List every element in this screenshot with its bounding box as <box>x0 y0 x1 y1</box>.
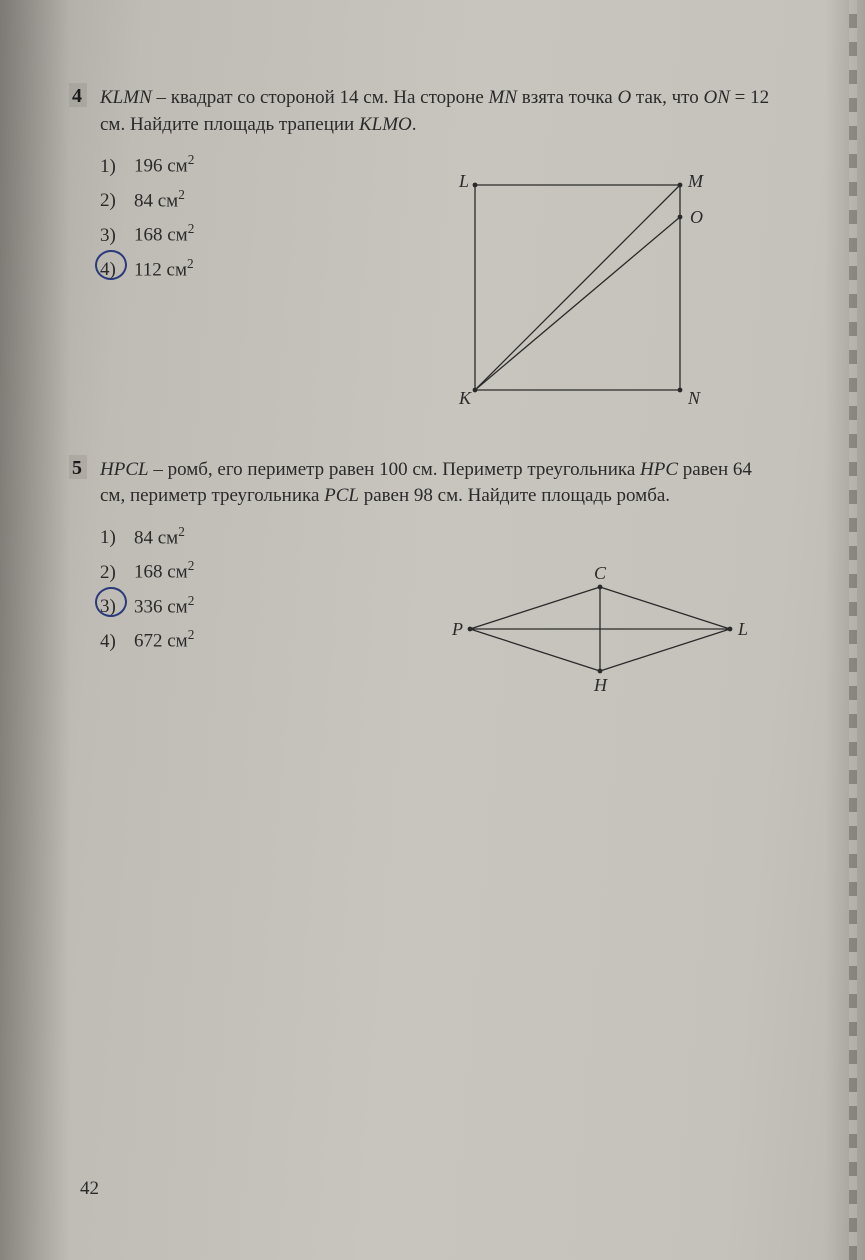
text-pcl: PCL <box>324 485 359 506</box>
text-hpc: HPC <box>640 459 678 480</box>
t: . <box>412 114 417 135</box>
t: – ромб, его периметр равен 100 см. Перим… <box>149 459 640 480</box>
text-klmn: KLMN <box>100 87 152 108</box>
text-mn: MN <box>489 87 518 108</box>
opt-num: 2) <box>100 556 128 589</box>
opt-val: 672 см2 <box>134 623 194 658</box>
opt-val: 84 см2 <box>134 520 185 555</box>
opt-num: 3) <box>100 219 128 252</box>
opt-num-circled: 3) <box>100 590 128 623</box>
opt-num: 1) <box>100 150 128 183</box>
svg-text:K: K <box>458 388 472 405</box>
opt-val: 168 см2 <box>134 217 194 252</box>
v: 196 см <box>134 156 188 177</box>
exp: 2 <box>178 524 185 539</box>
square-svg: L M K N O <box>450 170 710 405</box>
opt-val: 84 см2 <box>134 183 185 218</box>
v: 84 см <box>134 190 178 211</box>
v: 336 см <box>134 596 188 617</box>
rhombus-svg: P L C H <box>450 557 750 702</box>
v: 84 см <box>134 527 178 548</box>
text-o: O <box>617 87 631 108</box>
problem-number-5: 5 <box>72 457 82 480</box>
opt-val: 168 см2 <box>134 554 194 589</box>
svg-text:N: N <box>687 388 701 405</box>
opt-val: 336 см2 <box>134 589 194 624</box>
exp: 2 <box>188 627 195 642</box>
svg-text:L: L <box>458 171 469 191</box>
exp: 2 <box>188 221 195 236</box>
option-5-1: 1) 84 см2 <box>100 520 780 555</box>
v: 672 см <box>134 631 188 652</box>
page-number: 42 <box>80 1178 99 1200</box>
svg-text:O: O <box>690 207 703 227</box>
opt-num: 1) <box>100 521 128 554</box>
figure-rhombus: P L C H <box>450 557 750 707</box>
svg-text:M: M <box>687 171 704 191</box>
problem-4-text: KLMN – квадрат со стороной 14 см. На сто… <box>100 85 780 138</box>
t: – квадрат со стороной 14 см. На стороне <box>152 87 489 108</box>
opt-num: 4) <box>100 625 128 658</box>
page-shadow-left <box>0 0 70 1260</box>
exp: 2 <box>178 187 185 202</box>
svg-text:C: C <box>594 563 607 583</box>
v: 168 см <box>134 562 188 583</box>
text-klmo: KLMO <box>359 114 412 135</box>
svg-text:L: L <box>737 619 748 639</box>
svg-text:H: H <box>593 675 608 695</box>
opt-val: 196 см2 <box>134 148 194 183</box>
problem-5-text: HPCL – ромб, его периметр равен 100 см. … <box>100 457 780 510</box>
exp: 2 <box>188 593 195 608</box>
opt-num-circled: 4) <box>100 253 128 286</box>
figure-square: L M K N O <box>450 170 710 410</box>
book-binding <box>849 0 857 1260</box>
problem-number-4: 4 <box>72 85 82 108</box>
opt-num: 2) <box>100 184 128 217</box>
exp: 2 <box>188 558 195 573</box>
opt-val: 112 см2 <box>134 252 194 287</box>
problem-5: 5 HPCL – ромб, его периметр равен 100 см… <box>100 457 780 659</box>
problem-4: 4 KLMN – квадрат со стороной 14 см. На с… <box>100 85 780 287</box>
t: взята точка <box>517 87 617 108</box>
text-hpcl: HPCL <box>100 459 149 480</box>
t: равен 98 см. Найдите площадь ромба. <box>359 485 670 506</box>
page-shadow-right <box>825 0 865 1260</box>
text-on: ON <box>703 87 729 108</box>
exp: 2 <box>188 152 195 167</box>
svg-text:P: P <box>451 619 463 639</box>
page-content: 4 KLMN – квадрат со стороной 14 см. На с… <box>100 85 780 708</box>
v: 168 см <box>134 225 188 246</box>
v: 112 см <box>134 259 187 280</box>
t: так, что <box>631 87 703 108</box>
exp: 2 <box>187 256 194 271</box>
